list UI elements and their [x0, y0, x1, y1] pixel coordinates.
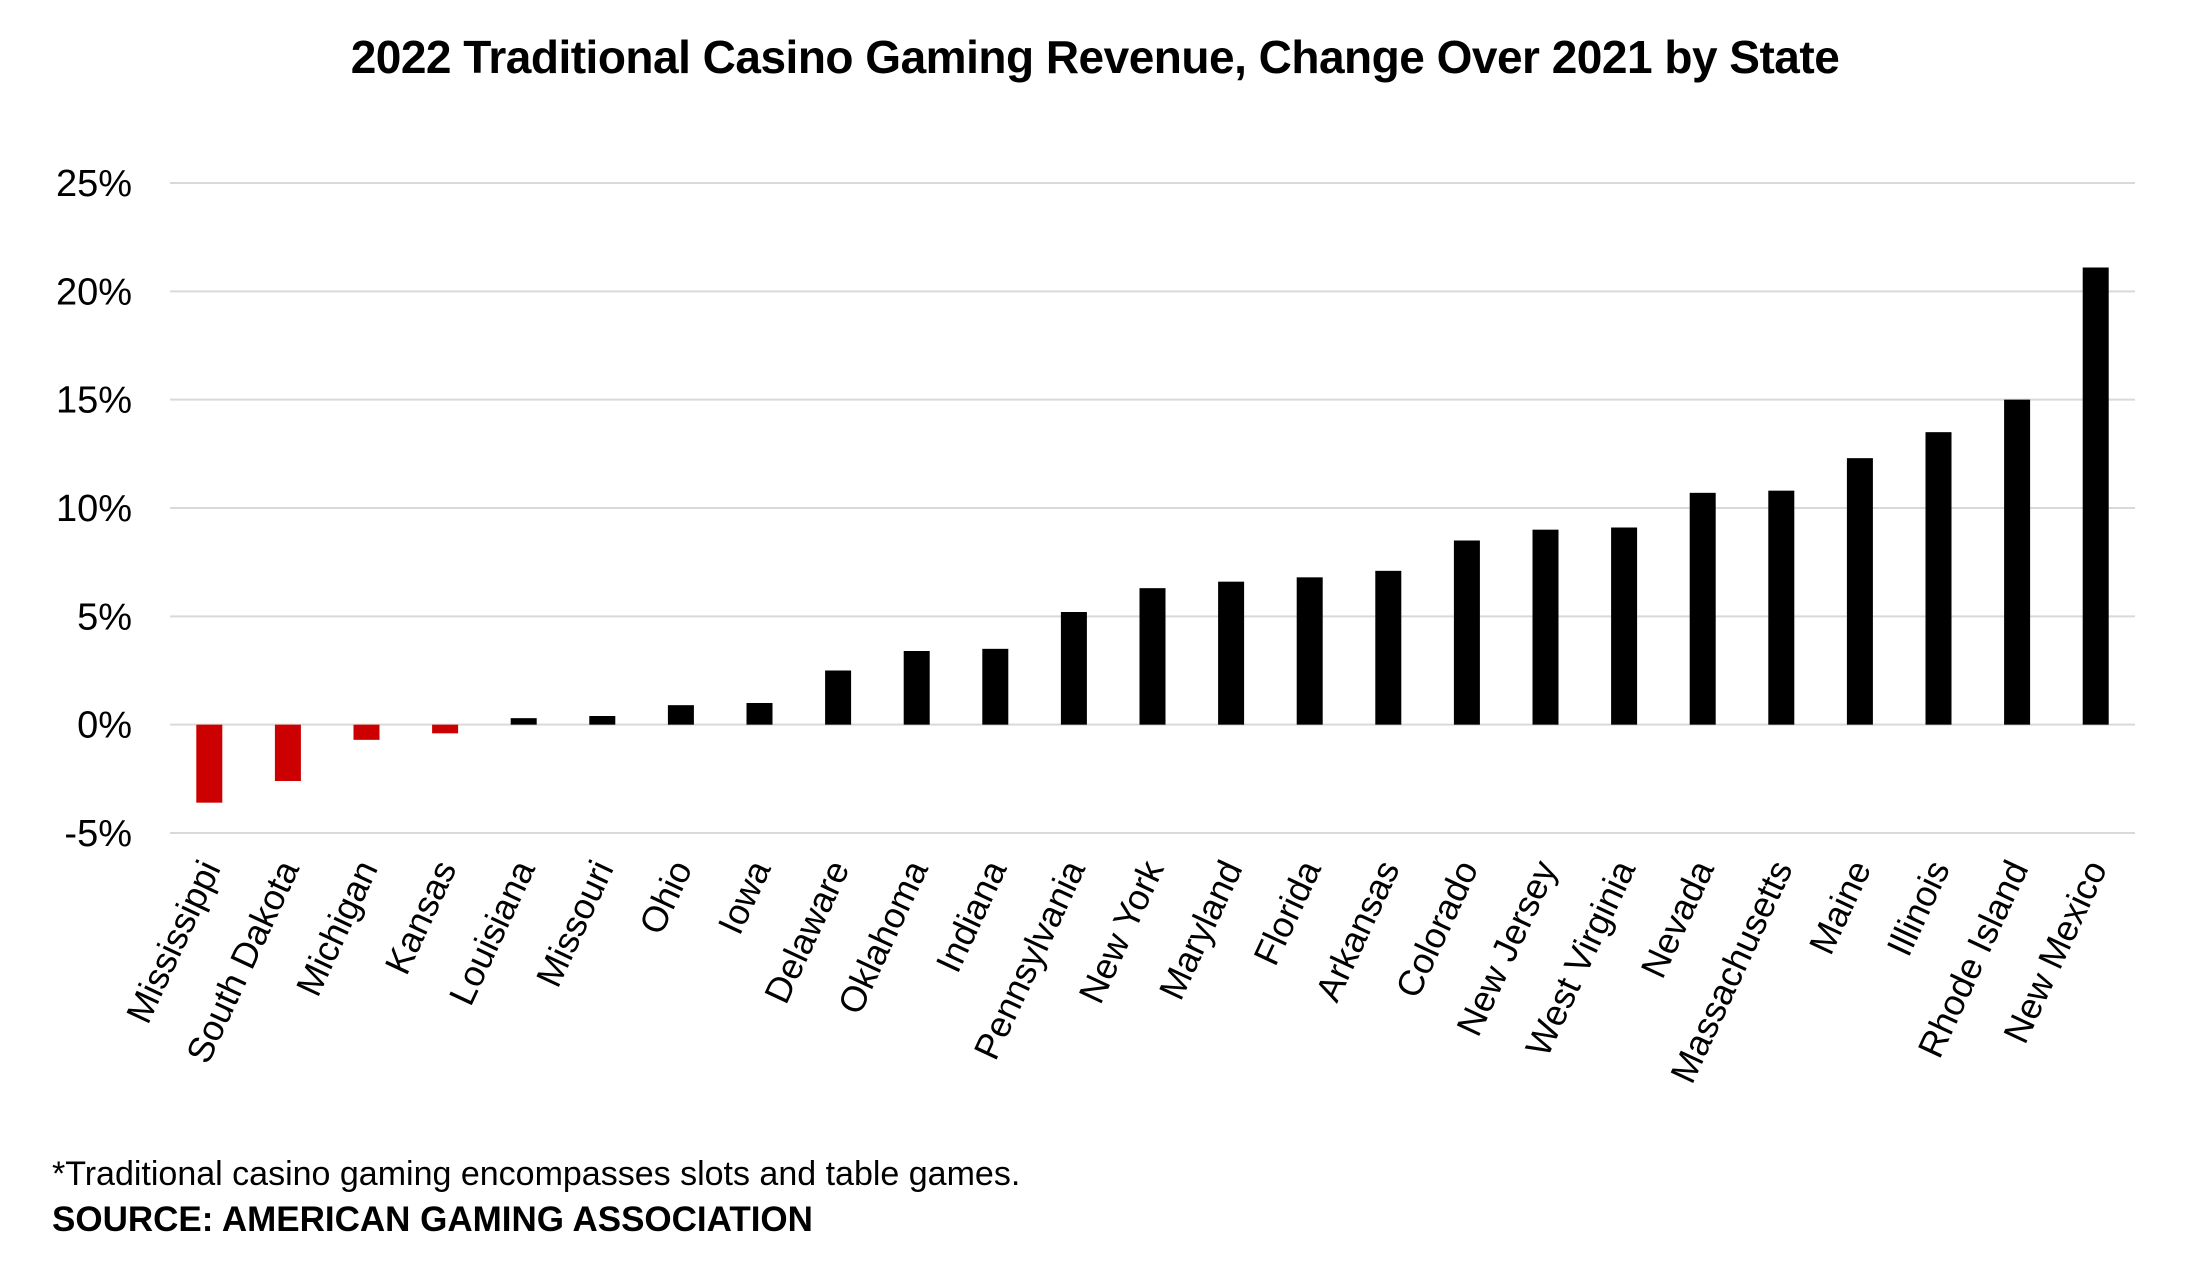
chart-title: 2022 Traditional Casino Gaming Revenue, …: [350, 31, 1840, 83]
bar: [1768, 490, 1795, 725]
gridlines: [170, 182, 2135, 834]
source-note: SOURCE: AMERICAN GAMING ASSOCIATION: [52, 1200, 813, 1239]
bar: [903, 651, 930, 725]
bar: [1296, 577, 1323, 725]
x-tick-label: Maine: [1801, 854, 1880, 960]
x-tick-label: Illinois: [1878, 854, 1957, 962]
bar: [353, 724, 380, 740]
x-tick-label: Indiana: [927, 853, 1014, 978]
bar: [825, 670, 852, 725]
bar: [982, 648, 1009, 725]
y-tick-label: 5%: [77, 596, 132, 638]
bar: [274, 724, 301, 781]
bar: [746, 703, 773, 725]
x-tick-label: Missouri: [528, 854, 622, 993]
bar: [1453, 540, 1480, 725]
bar: [2004, 399, 2031, 725]
footnote: *Traditional casino gaming encompasses s…: [52, 1155, 1021, 1193]
bar: [1139, 588, 1166, 725]
x-tick-label: Iowa: [709, 853, 779, 940]
bar: [589, 716, 616, 725]
bar: [1925, 432, 1952, 725]
x-tick-label: Kansas: [376, 854, 464, 980]
bar: [432, 724, 459, 734]
bar: [1689, 492, 1716, 725]
bar: [2082, 267, 2109, 725]
y-tick-label: 15%: [56, 380, 132, 422]
bar: [1611, 527, 1638, 725]
bar: [510, 718, 537, 725]
bar: [1060, 612, 1087, 725]
y-tick-label: 0%: [77, 705, 132, 747]
bar: [667, 705, 694, 725]
y-axis-ticks: -5% 0% 5% 10% 15% 20% 25%: [56, 163, 132, 855]
y-tick-label: -5%: [64, 813, 132, 855]
bar: [1846, 458, 1873, 725]
x-tick-label: Florida: [1245, 853, 1329, 971]
y-tick-label: 10%: [56, 488, 132, 530]
x-tick-label: Ohio: [631, 854, 700, 940]
bar: [1375, 570, 1402, 725]
bar: [1218, 581, 1245, 725]
y-tick-label: 25%: [56, 163, 132, 205]
bar: [196, 724, 223, 803]
bars: [196, 267, 2109, 803]
bar: [1532, 529, 1559, 725]
x-tick-label: Nevada: [1632, 853, 1722, 984]
y-tick-label: 20%: [56, 271, 132, 313]
